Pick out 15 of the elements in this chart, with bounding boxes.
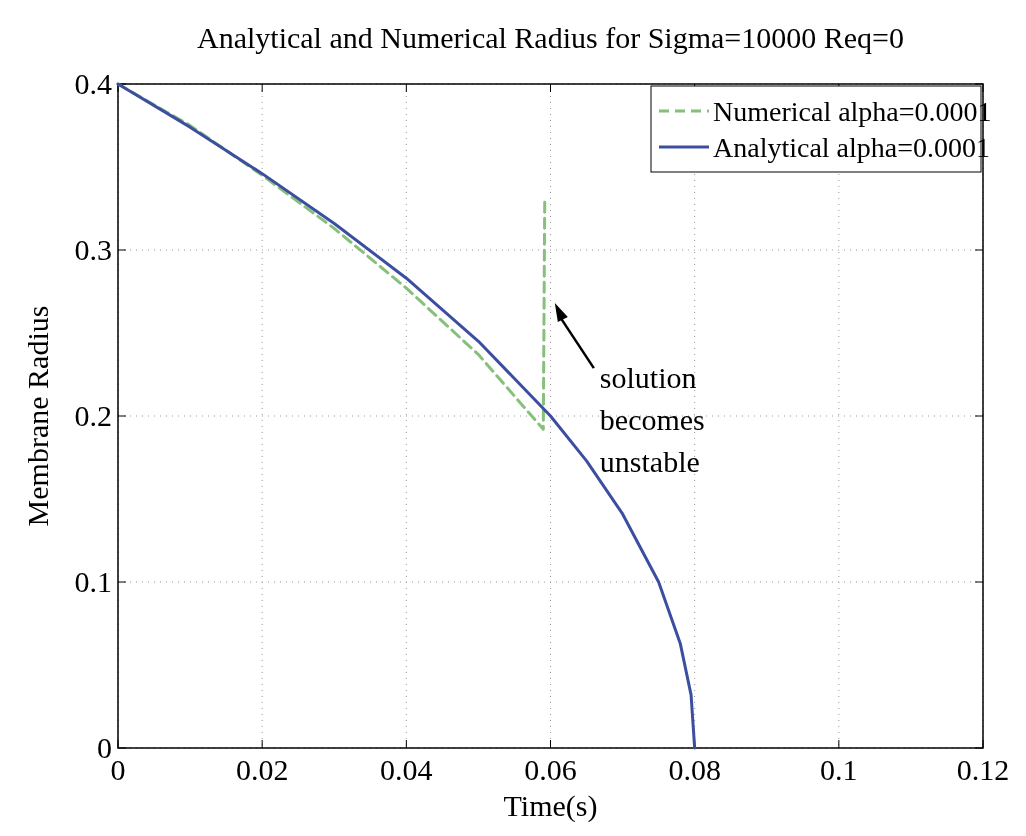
- y-tick-label: 0: [97, 731, 112, 764]
- y-tick-label: 0.2: [74, 399, 112, 432]
- x-tick-label: 0.1: [820, 753, 858, 786]
- annotation: solution becomes unstable: [599, 361, 705, 479]
- x-tick-label: 0.06: [524, 753, 577, 786]
- x-axis-title: Time(s): [503, 789, 598, 823]
- x-tick-label: 0.08: [668, 753, 721, 786]
- x-tick-label: 0.12: [956, 753, 1010, 786]
- chart-title: Analytical and Numerical Radius for Sigma=10000 Req=0: [196, 21, 905, 54]
- x-tick-label: 0.02: [235, 753, 289, 786]
- y-axis-title: Membrane Radius: [21, 305, 54, 527]
- x-tick-label: 0.04: [380, 753, 433, 786]
- y-tick-label: 0.3: [74, 233, 112, 266]
- y-tick-label: 0.1: [74, 565, 112, 598]
- y-tick-label: 0.4: [74, 67, 112, 100]
